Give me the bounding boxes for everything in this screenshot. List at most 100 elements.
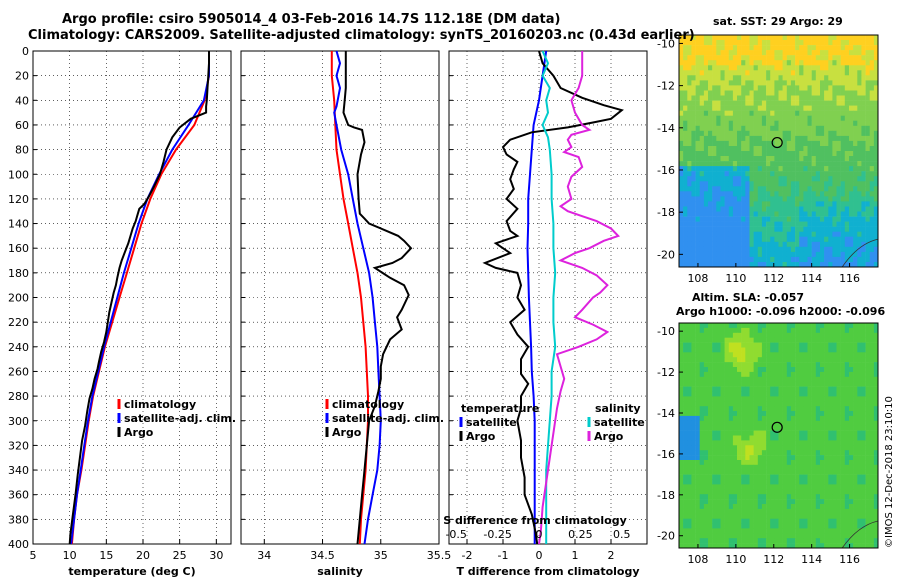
temperature-legend-label-1: satellite-adj. clim. (124, 412, 236, 425)
sst-lat-label--18: -18 (657, 206, 675, 219)
sla-map (678, 322, 879, 549)
difference-series-t-satellite (526, 50, 548, 544)
depth-tick-label-0: 0 (22, 45, 29, 58)
sst-map-title: sat. SST: 29 Argo: 29 (713, 15, 843, 28)
sla-lat-label--20: -20 (657, 530, 675, 543)
difference-series-t-argo (482, 50, 624, 545)
sst-map (678, 34, 879, 268)
diff-s-tick--0.25: -0.25 (483, 528, 511, 541)
difference-xtick-label--1: -1 (498, 549, 509, 562)
salinity-xtick-label-34: 34 (257, 549, 271, 562)
diff-legend-salinity-title: salinity (595, 402, 641, 415)
sst-lat-label--16: -16 (657, 164, 675, 177)
title-line-1: Argo profile: csiro 5905014_4 03-Feb-201… (62, 12, 561, 27)
difference-xtick-label--2: -2 (462, 549, 473, 562)
difference-series-s-satellite (541, 50, 557, 544)
salinity-xlabel: salinity (317, 565, 363, 578)
sla-map-title-2: Argo h1000: -0.096 h2000: -0.096 (676, 305, 886, 318)
sst-map-field (679, 35, 879, 268)
salinity-legend-label-2: Argo (332, 426, 362, 439)
sla-profile-marker (771, 421, 783, 433)
sst-lon-label-112: 112 (763, 272, 784, 285)
salinity-xtick-label-35: 35 (374, 549, 388, 562)
depth-tick-label-400: 400 (8, 538, 29, 551)
panel-salinity (240, 50, 440, 545)
sst-coastline (841, 238, 879, 268)
sla-lat-label--14: -14 (657, 407, 675, 420)
depth-tick-label-160: 160 (8, 242, 29, 255)
depth-tick-label-40: 40 (15, 94, 29, 107)
sla-lon-label-110: 110 (725, 553, 746, 566)
sst-lon-label-108: 108 (687, 272, 708, 285)
diff-legend-label-0: satellite (466, 416, 517, 429)
difference-xtick-label-1: 1 (572, 549, 579, 562)
sla-lat-label--16: -16 (657, 448, 675, 461)
sst-lon-label-114: 114 (801, 272, 822, 285)
depth-tick-label-380: 380 (8, 513, 29, 526)
salinity-series-argo (342, 51, 413, 545)
difference-xtick-label-2: 2 (608, 549, 615, 562)
sla-lon-label-112: 112 (763, 553, 784, 566)
sla-coastline (841, 520, 879, 549)
depth-tick-label-200: 200 (8, 292, 29, 305)
imos-credit: ©IMOS 12-Dec-2018 23:10:10 (884, 396, 895, 548)
diff-s-tick-0.25: 0.25 (568, 528, 593, 541)
temperature-series-argo (68, 51, 210, 545)
sst-profile-marker (771, 136, 783, 149)
depth-tick-label-280: 280 (8, 390, 29, 403)
diff-legend-label-1: Argo (466, 430, 496, 443)
sla-lat-label--12: -12 (657, 366, 675, 379)
salinity-xtick-label-35.5: 35.5 (427, 549, 452, 562)
depth-tick-label-340: 340 (8, 464, 29, 477)
difference-xlabel: T difference from climatology (456, 565, 639, 578)
sst-lat-label--12: -12 (657, 80, 675, 93)
depth-tick-label-60: 60 (15, 119, 29, 132)
diff-s-tick-0: 0 (536, 528, 543, 541)
temperature-xtick-label-25: 25 (173, 549, 187, 562)
temperature-xtick-label-10: 10 (63, 549, 77, 562)
diff-legend-temperature-title: temperature (461, 402, 539, 415)
depth-tick-label-300: 300 (8, 415, 29, 428)
diff-s-tick--0.5: -0.5 (445, 528, 466, 541)
sla-map-title-1: Altim. SLA: -0.057 (692, 291, 805, 304)
depth-tick-label-140: 140 (8, 218, 29, 231)
depth-tick-label-180: 180 (8, 267, 29, 280)
depth-tick-label-360: 360 (8, 489, 29, 502)
salinity-xtick-label-34.5: 34.5 (310, 549, 335, 562)
temperature-xtick-label-5: 5 (30, 549, 37, 562)
temperature-series-satellite-adj-clim- (70, 51, 210, 545)
sla-lat-label--10: -10 (657, 325, 675, 338)
depth-tick-label-240: 240 (8, 341, 29, 354)
diff-s-axis-label: S difference from climatology (443, 514, 627, 527)
sst-lon-label-110: 110 (725, 272, 746, 285)
temperature-xtick-label-15: 15 (99, 549, 113, 562)
sst-map-frame (678, 34, 879, 268)
temperature-legend-label-2: Argo (124, 426, 154, 439)
sla-map-field (679, 323, 879, 549)
sla-lat-label--18: -18 (657, 489, 675, 502)
difference-xtick-label-0: 0 (536, 549, 543, 562)
title-line-2: Climatology: CARS2009. Satellite-adjuste… (28, 28, 695, 43)
difference-series-s-argo (538, 51, 621, 545)
depth-tick-label-320: 320 (8, 439, 29, 452)
sla-lon-label-114: 114 (801, 553, 822, 566)
depth-tick-label-120: 120 (8, 193, 29, 206)
depth-tick-label-100: 100 (8, 168, 29, 181)
salinity-legend-label-1: satellite-adj. clim. (332, 412, 444, 425)
temperature-xlabel: temperature (deg C) (68, 565, 195, 578)
depth-tick-label-260: 260 (8, 365, 29, 378)
diff-legend-label-2: satellite (594, 416, 645, 429)
diff-legend-label-3: Argo (594, 430, 624, 443)
depth-tick-label-80: 80 (15, 144, 29, 157)
sst-lat-label--10: -10 (657, 37, 675, 50)
sla-lon-label-108: 108 (687, 553, 708, 566)
temperature-xtick-label-20: 20 (136, 549, 150, 562)
salinity-legend-label-0: climatology (332, 398, 404, 411)
depth-tick-label-20: 20 (15, 70, 29, 83)
temperature-legend-label-0: climatology (124, 398, 196, 411)
sst-lat-label--14: -14 (657, 122, 675, 135)
sla-lon-label-116: 116 (839, 553, 860, 566)
depth-tick-label-220: 220 (8, 316, 29, 329)
sla-map-frame (678, 322, 879, 549)
